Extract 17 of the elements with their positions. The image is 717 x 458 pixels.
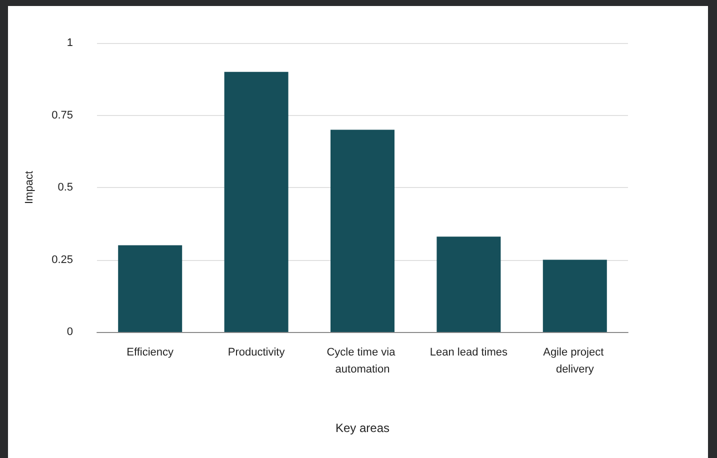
bar <box>330 130 394 332</box>
x-tick-label: Efficiency <box>126 346 174 358</box>
x-axis-title: Key areas <box>335 421 390 435</box>
y-tick-label: 0.25 <box>52 254 73 266</box>
y-axis-title: Impact <box>24 170 36 204</box>
y-tick-label: 0 <box>66 326 73 338</box>
bar <box>224 72 288 332</box>
x-tick-label: Agile project delivery <box>543 346 607 376</box>
x-tick-label: Productivity <box>228 346 286 358</box>
y-tick-label: 0.5 <box>58 182 73 194</box>
x-tick-label: Lean lead times <box>430 346 508 358</box>
y-tick-label: 1 <box>66 37 73 49</box>
bar <box>118 245 182 332</box>
bar <box>542 260 607 332</box>
x-tick-label: Cycle time via automation <box>326 346 398 376</box>
y-tick-label: 0.75 <box>52 109 73 122</box>
bar <box>436 236 501 332</box>
